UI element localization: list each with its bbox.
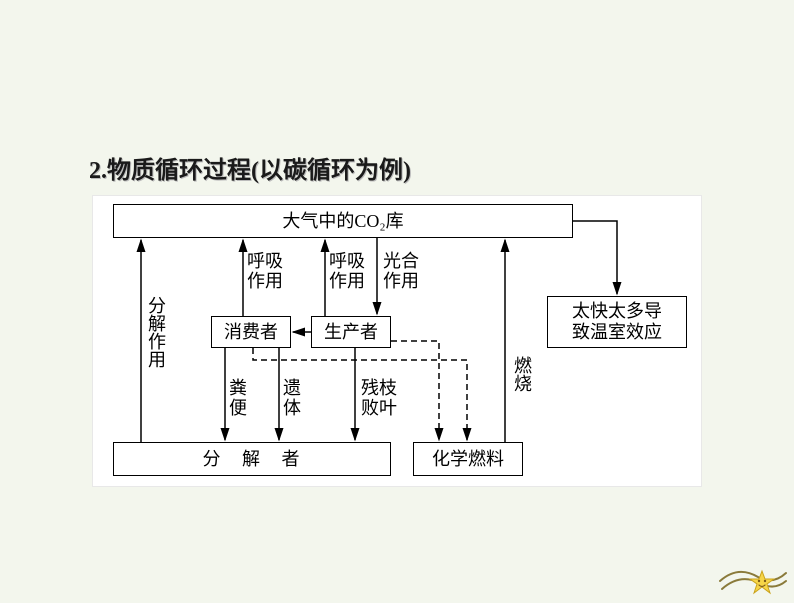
node-greenhouse: 太快太多导 致温室效应 — [547, 296, 687, 348]
page-title: 2.物质循环过程(以碳循环为例) — [89, 150, 411, 185]
node-producer-label: 生产者 — [324, 322, 378, 343]
node-decomposer: 分 解 者 — [113, 442, 391, 476]
node-producer: 生产者 — [311, 316, 391, 348]
label-remains: 遗 体 — [283, 379, 301, 419]
label-burn: 燃烧 — [513, 356, 531, 392]
node-greenhouse-label: 太快太多导 致温室效应 — [572, 301, 662, 342]
label-respiration-consumer: 呼吸 作用 — [247, 252, 283, 292]
node-consumer-label: 消费者 — [224, 322, 278, 343]
node-atmosphere-label: 大气中的CO₂库 — [282, 211, 403, 232]
node-atmosphere: 大气中的CO₂库 — [113, 204, 573, 238]
star-decoration-icon — [718, 553, 788, 599]
node-decomposer-label: 分 解 者 — [203, 449, 302, 470]
label-respiration-producer: 呼吸 作用 — [329, 252, 365, 292]
node-fuel: 化学燃料 — [413, 442, 523, 476]
label-feces: 粪 便 — [229, 379, 247, 419]
label-decompose: 分解作用 — [147, 296, 165, 368]
label-photosynthesis: 光合 作用 — [383, 252, 419, 292]
label-litter: 残枝 败叶 — [361, 379, 397, 419]
node-fuel-label: 化学燃料 — [432, 449, 504, 470]
carbon-cycle-diagram: 大气中的CO₂库 消费者 生产者 分 解 者 化学燃料 太快太多导 致温室效应 … — [92, 195, 702, 487]
node-consumer: 消费者 — [211, 316, 291, 348]
